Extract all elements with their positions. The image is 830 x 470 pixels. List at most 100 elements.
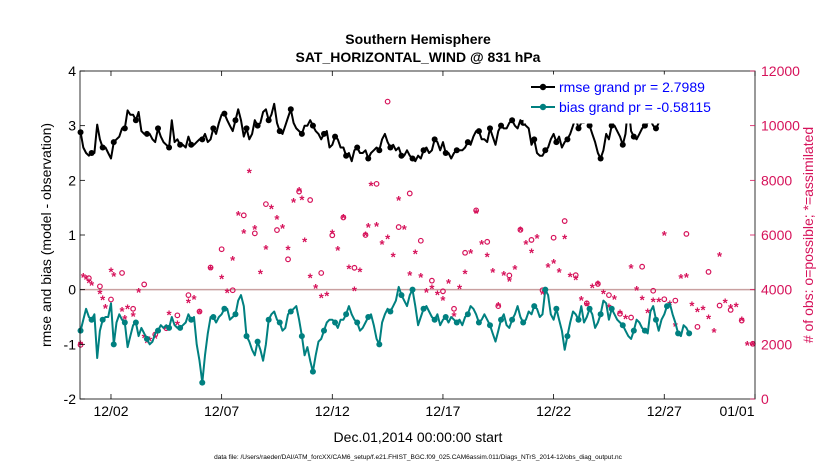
legend-rmse-marker — [539, 83, 547, 91]
rmse-marker — [332, 133, 339, 140]
obs-assimilated-marker: * — [529, 246, 535, 261]
obs-assimilated-marker: * — [330, 227, 336, 242]
obs-possible-marker — [329, 232, 336, 239]
obs-assimilated-marker: * — [263, 242, 269, 257]
obs-assimilated-marker: * — [407, 268, 413, 283]
obs-possible-marker — [716, 302, 723, 309]
obs-possible-marker — [650, 287, 657, 294]
obs-assimilated-marker: * — [236, 208, 242, 223]
x-tick-label: 12/12 — [315, 403, 350, 419]
obs-assimilated-marker: * — [440, 293, 446, 308]
obs-assimilated-marker: * — [147, 334, 153, 349]
obs-assimilated-marker: * — [689, 299, 695, 314]
legend-rmse-label: rmse grand pr = 2.7989 — [559, 79, 705, 95]
obs-possible-marker — [384, 98, 391, 105]
obs-possible-marker — [617, 310, 623, 317]
y-axis-left-label: rmse and bias (model - observation) — [38, 123, 54, 347]
obs-assimilated-marker: * — [518, 224, 524, 239]
obs-possible-marker — [97, 283, 103, 290]
bias-marker — [442, 314, 449, 320]
obs-possible-marker — [373, 180, 380, 187]
obs-assimilated-marker: * — [418, 270, 424, 285]
obs-assimilated-marker: * — [540, 287, 546, 302]
obs-possible-marker — [119, 270, 125, 276]
obs-assimilated-marker: * — [324, 289, 330, 304]
obs-assimilated-marker: * — [208, 262, 214, 277]
obs-assimilated-marker: * — [191, 292, 197, 307]
y-tick-left-label: -1 — [64, 336, 77, 352]
rmse-marker — [365, 155, 372, 162]
obs-assimilated-marker: * — [241, 226, 247, 241]
obs-assimilated-marker: * — [100, 292, 106, 307]
bias-marker — [199, 379, 206, 386]
rmse-marker — [110, 139, 117, 146]
rmse-marker — [121, 125, 128, 132]
obs-assimilated-marker: * — [612, 292, 618, 307]
bias-marker — [387, 308, 394, 315]
obs-assimilated-marker: * — [617, 306, 623, 321]
bias-marker — [132, 319, 139, 326]
obs-assimilated-marker: * — [728, 301, 734, 316]
rmse-marker — [166, 144, 173, 151]
bias-marker — [652, 316, 659, 323]
x-tick-label: 01/01 — [719, 403, 754, 419]
obs-possible-marker — [207, 264, 214, 271]
rmse-marker — [586, 122, 593, 129]
bias-marker — [232, 311, 239, 318]
bias-marker — [486, 322, 493, 329]
bias-marker — [177, 324, 184, 331]
bias-marker — [675, 330, 682, 337]
obs-assimilated-marker: * — [468, 246, 474, 261]
obs-assimilated-marker: * — [474, 206, 480, 221]
bias-marker — [431, 316, 438, 323]
obs-possible-marker — [583, 300, 590, 307]
obs-assimilated-marker: * — [175, 317, 181, 332]
bias-marker — [475, 319, 482, 326]
obs-possible-marker — [395, 224, 402, 230]
legend-bias-label: bias grand pr = -0.58115 — [559, 99, 711, 115]
rmse-marker — [243, 125, 250, 132]
bias-line — [79, 285, 691, 384]
obs-assimilated-marker: * — [97, 286, 103, 301]
obs-assimilated-marker: * — [584, 299, 590, 314]
obs-assimilated-marker: * — [662, 228, 668, 243]
bias-marker — [309, 368, 316, 375]
obs-assimilated-marker: * — [534, 231, 540, 246]
bias-marker — [553, 305, 560, 312]
bias-marker — [77, 327, 84, 334]
x-tick-label: 12/07 — [204, 403, 239, 419]
rmse-marker — [376, 147, 383, 154]
obs-assimilated-marker: * — [573, 272, 579, 287]
bias-marker — [121, 319, 128, 326]
y-tick-left-label: 0 — [68, 282, 76, 298]
rmse-marker — [464, 139, 471, 146]
y-tick-left-label: 4 — [68, 63, 76, 79]
obs-assimilated-marker: * — [595, 278, 601, 293]
obs-assimilated-marker: * — [380, 237, 386, 252]
obs-assimilated-marker: * — [131, 309, 137, 324]
obs-assimilated-marker: * — [712, 325, 718, 340]
rmse-marker — [509, 117, 516, 124]
obs-possible-marker — [85, 275, 92, 282]
bias-marker — [564, 333, 571, 340]
obs-assimilated-marker: * — [479, 237, 485, 252]
bias-marker — [608, 305, 615, 312]
bias-marker — [320, 327, 327, 334]
bias-marker — [210, 314, 217, 320]
obs-assimilated-marker: * — [507, 274, 513, 289]
obs-possible-marker — [229, 287, 236, 294]
bias-marker — [409, 286, 416, 293]
obs-assimilated-marker: * — [734, 299, 740, 314]
obs-assimilated-marker: * — [86, 275, 92, 290]
obs-assimilated-marker: * — [579, 293, 585, 308]
rmse-marker — [232, 117, 239, 124]
bias-marker — [619, 322, 626, 329]
bias-marker — [520, 319, 527, 326]
rmse-marker — [409, 155, 416, 162]
obs-possible-marker — [506, 272, 513, 279]
obs-possible-marker — [417, 237, 424, 244]
rmse-marker — [210, 125, 217, 132]
y-tick-right-label: 8000 — [761, 172, 792, 188]
obs-possible-marker — [738, 317, 745, 324]
